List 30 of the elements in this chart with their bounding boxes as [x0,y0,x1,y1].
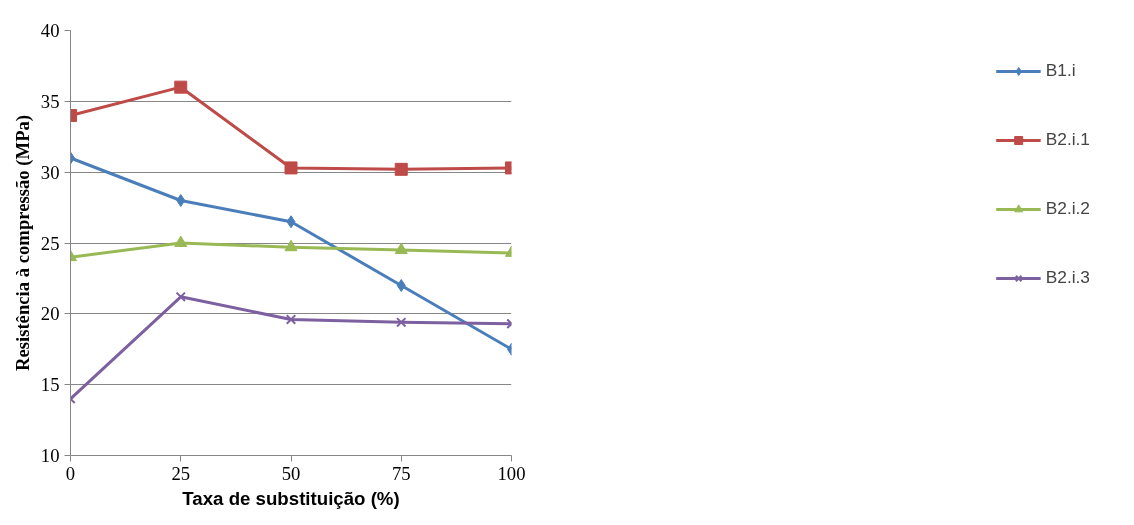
point [286,215,296,229]
y-tick-label: 25 [40,232,60,254]
point [396,279,406,292]
point [174,80,188,94]
x-tick-label: 50 [281,462,301,484]
x-tick-label: 100 [497,462,526,484]
y-tick-label: 15 [40,374,60,396]
y-tick-label: 35 [40,90,60,112]
legend-label: B2.i.2 [1045,198,1090,219]
legend-label: B2.i.3 [1045,267,1090,288]
y-tick-label: 30 [40,161,60,183]
point [175,291,186,303]
x-tick-label: 25 [171,462,191,484]
point [394,162,408,176]
legend-label: B1.i [1045,60,1076,81]
legend-label: B2.i.1 [1045,129,1090,150]
y-tick-label: 40 [40,20,60,41]
y-tick-label: 20 [40,303,60,325]
point [284,239,298,252]
x-axis-title: Taxa de substituição (%) [182,487,400,509]
point [285,314,297,325]
y-tick-label: 10 [40,445,60,466]
y-axis-title: Resistência à compressão (MPa) [11,114,34,372]
point [174,235,188,247]
point [176,194,186,207]
point [394,242,408,255]
point [284,161,298,175]
x-tick-label: 75 [391,462,411,484]
x-tick-label: 0 [65,462,76,484]
point [396,317,407,328]
